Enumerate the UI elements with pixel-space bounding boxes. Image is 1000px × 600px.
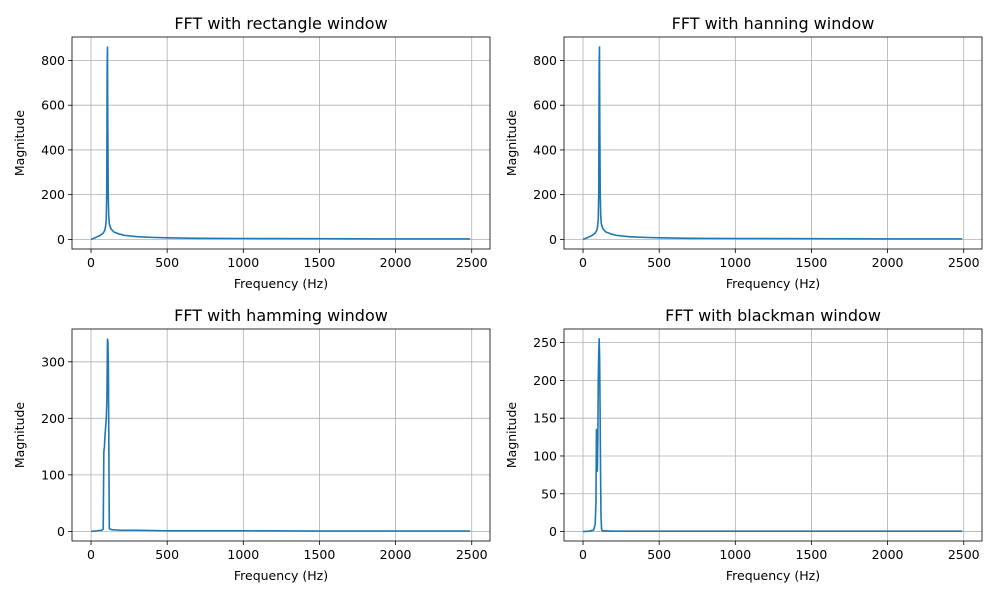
x-tick-label: 1500 xyxy=(796,255,828,270)
y-tick-label: 0 xyxy=(57,524,65,539)
x-tick-label: 0 xyxy=(579,255,587,270)
x-tick-label: 1500 xyxy=(304,255,336,270)
x-tick-label: 500 xyxy=(647,547,671,562)
y-axis-label: Magnitude xyxy=(12,402,27,469)
y-tick-label: 100 xyxy=(533,448,557,463)
y-axis-label: Magnitude xyxy=(12,110,27,177)
y-tick-label: 150 xyxy=(533,411,557,426)
y-tick-label: 300 xyxy=(41,354,65,369)
subplot-2: 0 500 1000 1500 2000 2500 0 100 200 300 FFT with h… xyxy=(12,306,491,583)
x-axis-label: Frequency (Hz) xyxy=(726,276,820,291)
x-tick-label: 500 xyxy=(155,255,179,270)
y-tick-label: 600 xyxy=(41,98,65,113)
y-tick-label: 100 xyxy=(41,467,65,482)
x-tick-label: 2000 xyxy=(872,255,904,270)
y-tick-label: 0 xyxy=(549,524,557,539)
x-tick-label: 0 xyxy=(87,255,95,270)
y-tick-label: 200 xyxy=(41,187,65,202)
y-axis-label: Magnitude xyxy=(504,402,519,469)
y-tick-label: 250 xyxy=(533,335,557,350)
x-tick-label: 1000 xyxy=(227,255,259,270)
y-tick-label: 200 xyxy=(533,373,557,388)
chart-title: FFT with blackman window xyxy=(665,306,881,325)
y-tick-label: 0 xyxy=(549,232,557,247)
x-tick-label: 2000 xyxy=(380,547,412,562)
x-tick-label: 2000 xyxy=(380,255,412,270)
axes-frame xyxy=(71,328,491,542)
x-tick-label: 2500 xyxy=(948,547,980,562)
x-tick-label: 1000 xyxy=(719,255,751,270)
axes-frame xyxy=(563,328,983,542)
subplot-1: 0 500 1000 1500 2000 2500 0 200 400 600 800 FFT wit… xyxy=(504,14,983,291)
x-tick-label: 0 xyxy=(87,547,95,562)
x-tick-label: 1000 xyxy=(227,547,259,562)
series-line xyxy=(90,338,471,533)
chart-title: FFT with hanning window xyxy=(672,14,875,33)
x-tick-label: 1000 xyxy=(719,547,751,562)
y-tick-label: 0 xyxy=(57,232,65,247)
chart-title: FFT with rectangle window xyxy=(174,14,387,33)
x-tick-label: 2500 xyxy=(948,255,980,270)
x-tick-label: 2500 xyxy=(456,255,488,270)
x-tick-label: 500 xyxy=(155,547,179,562)
series-line xyxy=(582,46,963,241)
x-tick-label: 1500 xyxy=(304,547,336,562)
axes-frame xyxy=(71,36,491,250)
y-axis-label: Magnitude xyxy=(504,110,519,177)
y-tick-label: 600 xyxy=(533,98,557,113)
y-tick-label: 400 xyxy=(41,142,65,157)
y-tick-label: 200 xyxy=(533,187,557,202)
chart-title: FFT with hamming window xyxy=(174,306,388,325)
x-axis-label: Frequency (Hz) xyxy=(234,568,328,583)
subplot-0: 0 500 1000 1500 2000 2500 0 200 400 600 800 FFT wit… xyxy=(12,14,491,291)
y-tick-label: 800 xyxy=(41,53,65,68)
x-axis-label: Frequency (Hz) xyxy=(234,276,328,291)
x-tick-label: 2000 xyxy=(872,547,904,562)
x-tick-label: 1500 xyxy=(796,547,828,562)
x-tick-label: 500 xyxy=(647,255,671,270)
series-line xyxy=(582,338,963,533)
axes-frame xyxy=(563,36,983,250)
y-tick-label: 50 xyxy=(541,486,557,501)
x-axis-label: Frequency (Hz) xyxy=(726,568,820,583)
y-tick-label: 400 xyxy=(533,142,557,157)
series-line xyxy=(90,46,471,241)
y-tick-label: 200 xyxy=(41,411,65,426)
x-tick-label: 2500 xyxy=(456,547,488,562)
x-tick-label: 0 xyxy=(579,547,587,562)
subplot-3: 0 500 1000 1500 2000 2500 0 50 100 150 200 250 FFT w… xyxy=(504,306,983,583)
y-tick-label: 800 xyxy=(533,53,557,68)
